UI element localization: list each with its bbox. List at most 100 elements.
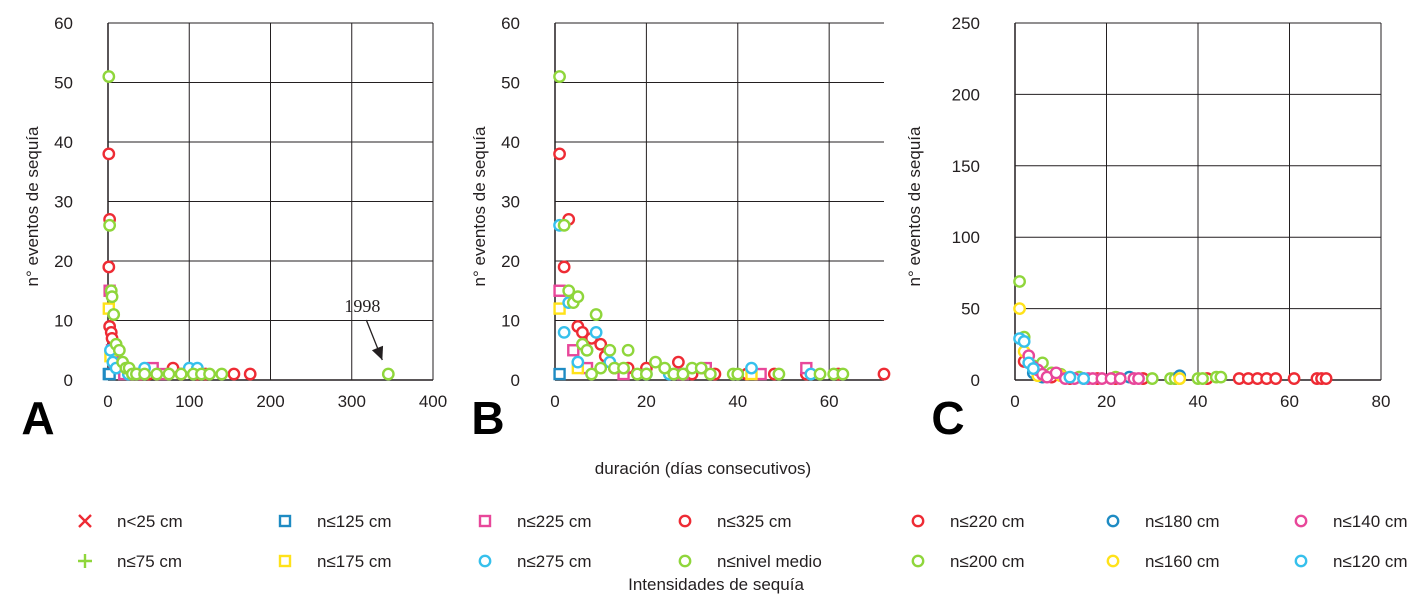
legend-item: n≤75 cm xyxy=(78,552,182,571)
panel-letter: A xyxy=(21,392,54,444)
data-point xyxy=(553,147,566,161)
legend-item: n≤275 cm xyxy=(478,552,592,571)
legend-item: n≤160 cm xyxy=(1106,552,1220,571)
data-point xyxy=(1063,370,1077,384)
legend-item: n≤nivel medio xyxy=(678,552,822,571)
series xyxy=(553,147,891,381)
x-tick-label: 60 xyxy=(1280,392,1299,411)
data-point xyxy=(215,367,229,381)
data-point xyxy=(107,308,121,321)
y-axis-label: n° eventos de sequía xyxy=(23,126,42,286)
legend-marker xyxy=(911,554,925,568)
data-point xyxy=(1013,302,1026,315)
legend-label: n≤125 cm xyxy=(317,512,392,531)
data-point xyxy=(1026,362,1040,375)
data-point xyxy=(553,302,566,315)
y-tick-label: 250 xyxy=(952,14,980,33)
y-tick-label: 0 xyxy=(64,371,73,390)
y-tick-label: 30 xyxy=(54,193,73,212)
legend-marker xyxy=(1294,554,1308,568)
y-tick-label: 100 xyxy=(952,228,980,247)
data-point xyxy=(671,355,685,369)
data-point xyxy=(105,290,119,304)
legend-item: n<25 cm xyxy=(78,512,183,531)
y-axis-label: n° eventos de sequía xyxy=(470,126,489,286)
data-point xyxy=(813,367,827,381)
legend-label: n≤225 cm xyxy=(517,512,592,531)
data-point xyxy=(589,325,603,339)
data-point xyxy=(594,337,608,351)
legend: n<25 cm n≤75 cm n≤125 cm n≤175 cm n≤225 cm n≤… xyxy=(78,512,1408,571)
y-tick-label: 0 xyxy=(971,371,980,390)
x-tick-label: 20 xyxy=(1097,392,1116,411)
series xyxy=(553,70,850,381)
data-point xyxy=(567,344,580,357)
data-point xyxy=(553,70,566,83)
series xyxy=(102,70,395,381)
data-point xyxy=(1077,372,1091,385)
y-tick-label: 40 xyxy=(501,133,520,152)
data-point xyxy=(1113,372,1127,385)
legend-marker xyxy=(1294,514,1308,528)
series xyxy=(1013,275,1228,385)
data-point xyxy=(553,367,566,381)
data-point xyxy=(571,355,585,369)
data-point xyxy=(138,367,151,381)
legend-label: n≤nivel medio xyxy=(717,552,822,571)
panel-a: 0 100 200 300 400 0 10 20 30 40 50 60 n° eventos de … xyxy=(21,14,447,444)
data-point xyxy=(621,343,635,357)
legend-marker xyxy=(678,514,692,528)
data-point xyxy=(112,343,126,357)
legend-item: n≤175 cm xyxy=(278,552,392,571)
legend-item: n≤325 cm xyxy=(678,512,792,531)
x-tick-label: 40 xyxy=(1189,392,1208,411)
legend-label: n≤200 cm xyxy=(950,552,1025,571)
legend-item: n≤180 cm xyxy=(1106,512,1220,531)
x-axis-title: duración (días consecutivos) xyxy=(595,459,811,478)
legend-item: n≤120 cm xyxy=(1294,552,1408,571)
y-axis-label: n° eventos de sequía xyxy=(905,126,924,286)
x-tick-label: 40 xyxy=(728,392,747,411)
y-tick-label: 10 xyxy=(54,312,73,331)
data-point xyxy=(1287,372,1301,385)
legend-label: n≤220 cm xyxy=(950,512,1025,531)
data-point xyxy=(585,367,598,381)
data-point xyxy=(102,147,116,161)
legend-marker xyxy=(78,554,92,568)
data-point xyxy=(557,218,571,232)
series xyxy=(553,367,566,381)
legend-marker xyxy=(478,554,492,568)
series xyxy=(1013,332,1091,385)
data-point xyxy=(571,290,585,304)
legend-marker xyxy=(278,554,292,568)
data-point xyxy=(639,367,653,381)
data-point xyxy=(102,260,116,274)
annotation-arrowhead xyxy=(371,345,384,361)
data-point xyxy=(877,367,891,381)
legend-title: Intensidades de sequía xyxy=(628,575,804,594)
y-tick-label: 50 xyxy=(54,74,73,93)
y-tick-label: 60 xyxy=(54,14,73,33)
y-tick-label: 20 xyxy=(54,252,73,271)
legend-item: n≤140 cm xyxy=(1294,512,1408,531)
data-point xyxy=(676,367,690,381)
legend-marker xyxy=(911,514,925,528)
legend-marker xyxy=(478,514,492,528)
legend-label: n≤325 cm xyxy=(717,512,792,531)
panel-letter: C xyxy=(931,392,964,444)
x-tick-label: 20 xyxy=(637,392,656,411)
y-tick-label: 50 xyxy=(961,300,980,319)
data-point xyxy=(580,343,594,357)
y-tick-label: 200 xyxy=(952,85,980,104)
series xyxy=(102,147,257,381)
legend-label: n≤180 cm xyxy=(1145,512,1220,531)
series xyxy=(553,218,818,381)
data-point xyxy=(1145,372,1159,385)
legend-marker xyxy=(678,554,692,568)
data-point xyxy=(576,325,589,339)
legend-label: n≤160 cm xyxy=(1145,552,1220,571)
data-point xyxy=(227,367,241,381)
y-tick-label: 50 xyxy=(501,74,520,93)
data-point xyxy=(589,308,603,321)
data-point xyxy=(381,367,395,381)
